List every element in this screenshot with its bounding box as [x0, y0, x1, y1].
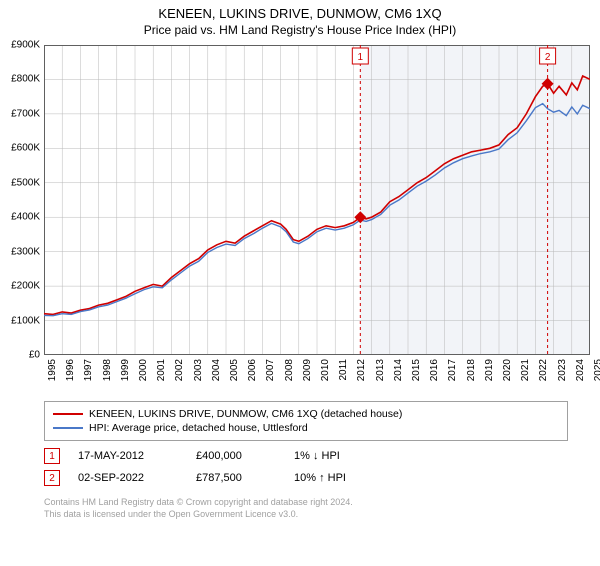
x-tick-label: 2005: [229, 359, 240, 381]
legend-label: HPI: Average price, detached house, Uttl…: [89, 422, 308, 434]
x-tick-label: 2020: [502, 359, 513, 381]
x-tick-label: 1999: [120, 359, 131, 381]
y-tick-label: £400K: [11, 212, 40, 223]
y-tick-label: £0: [29, 350, 40, 361]
y-tick-label: £900K: [11, 40, 40, 51]
footer-line: Contains HM Land Registry data © Crown c…: [44, 497, 568, 509]
x-tick-label: 2016: [429, 359, 440, 381]
x-tick-label: 2012: [356, 359, 367, 381]
svg-text:2: 2: [545, 52, 551, 63]
x-tick-label: 2000: [138, 359, 149, 381]
x-tick-label: 2007: [265, 359, 276, 381]
page-title: KENEEN, LUKINS DRIVE, DUNMOW, CM6 1XQ: [0, 6, 600, 21]
legend-item: KENEEN, LUKINS DRIVE, DUNMOW, CM6 1XQ (d…: [53, 407, 559, 421]
x-tick-label: 2003: [193, 359, 204, 381]
x-tick-label: 2006: [247, 359, 258, 381]
x-tick-label: 2001: [156, 359, 167, 381]
x-tick-label: 2015: [411, 359, 422, 381]
sale-date: 17-MAY-2012: [78, 450, 178, 462]
sale-delta: 1% ↓ HPI: [294, 450, 384, 462]
sale-date: 02-SEP-2022: [78, 472, 178, 484]
y-tick-label: £600K: [11, 143, 40, 154]
x-tick-label: 2017: [447, 359, 458, 381]
legend-label: KENEEN, LUKINS DRIVE, DUNMOW, CM6 1XQ (d…: [89, 408, 402, 420]
x-tick-label: 2019: [484, 359, 495, 381]
x-tick-label: 2021: [520, 359, 531, 381]
x-tick-label: 2009: [302, 359, 313, 381]
sale-price: £400,000: [196, 450, 276, 462]
svg-text:1: 1: [358, 52, 364, 63]
x-tick-label: 1998: [102, 359, 113, 381]
y-tick-label: £700K: [11, 108, 40, 119]
y-tick-label: £200K: [11, 281, 40, 292]
sale-delta: 10% ↑ HPI: [294, 472, 384, 484]
x-tick-label: 2008: [284, 359, 295, 381]
sale-row: 1 17-MAY-2012 £400,000 1% ↓ HPI: [44, 445, 568, 467]
x-tick-label: 2014: [393, 359, 404, 381]
x-tick-label: 2002: [174, 359, 185, 381]
plot: 12: [44, 45, 590, 355]
legend: KENEEN, LUKINS DRIVE, DUNMOW, CM6 1XQ (d…: [44, 401, 568, 441]
sale-badge: 1: [44, 448, 60, 464]
sale-price: £787,500: [196, 472, 276, 484]
sale-badge: 2: [44, 470, 60, 486]
x-tick-label: 2013: [375, 359, 386, 381]
x-tick-label: 2004: [211, 359, 222, 381]
x-tick-label: 2018: [466, 359, 477, 381]
x-tick-label: 1996: [65, 359, 76, 381]
chart-svg: 12: [44, 45, 590, 355]
legend-item: HPI: Average price, detached house, Uttl…: [53, 421, 559, 435]
legend-swatch: [53, 427, 83, 429]
chart-area: £0 £100K £200K £300K £400K £500K £600K £700K £80…: [0, 45, 600, 395]
x-tick-label: 2025: [593, 359, 600, 381]
footer: Contains HM Land Registry data © Crown c…: [44, 497, 568, 520]
x-axis: 1995 1996 1997 1998 1999 2000 2001 2002 2003 2004…: [44, 355, 590, 395]
sales-table: 1 17-MAY-2012 £400,000 1% ↓ HPI 2 02-SEP-2022…: [44, 445, 568, 489]
x-tick-label: 1995: [47, 359, 58, 381]
y-tick-label: £800K: [11, 74, 40, 85]
page-subtitle: Price paid vs. HM Land Registry's House …: [0, 23, 600, 37]
y-tick-label: £300K: [11, 246, 40, 257]
x-tick-label: 2022: [538, 359, 549, 381]
x-tick-label: 2024: [575, 359, 586, 381]
y-axis: £0£100K£200K£300K£400K£500K£600K£700K£80…: [0, 45, 44, 355]
y-tick-label: £500K: [11, 177, 40, 188]
sale-row: 2 02-SEP-2022 £787,500 10% ↑ HPI: [44, 467, 568, 489]
x-tick-label: 1997: [83, 359, 94, 381]
y-tick-label: £100K: [11, 315, 40, 326]
legend-swatch: [53, 413, 83, 415]
footer-line: This data is licensed under the Open Gov…: [44, 509, 568, 521]
x-tick-label: 2011: [338, 359, 349, 381]
x-tick-label: 2010: [320, 359, 331, 381]
x-tick-label: 2023: [557, 359, 568, 381]
